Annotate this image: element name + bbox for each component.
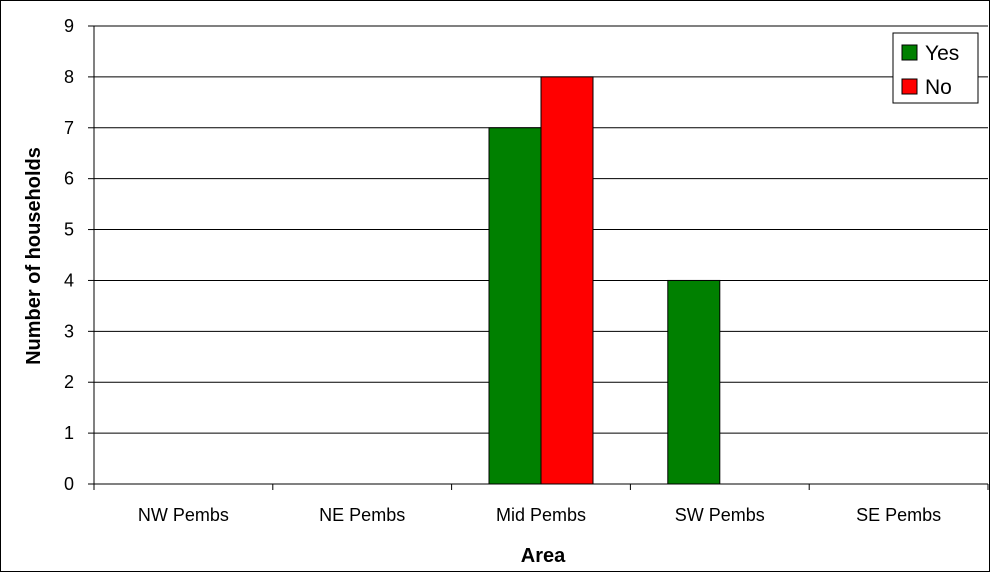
x-tick-labels: NW Pembs NE Pembs Mid Pembs SW Pembs SE Pemb… <box>138 505 941 525</box>
y-tick-label: 4 <box>64 270 74 290</box>
legend: Yes No <box>892 32 979 104</box>
bar-yes-2 <box>488 127 542 485</box>
y-tick-label: 5 <box>64 220 74 240</box>
x-axis-title: Area <box>521 545 566 567</box>
y-tick-label: 3 <box>64 321 74 341</box>
y-tick-label: 0 <box>64 474 74 494</box>
y-tick-label: 1 <box>64 423 74 443</box>
bar-no-2 <box>540 76 594 485</box>
y-tick-label: 2 <box>64 372 74 392</box>
x-tick-label: NE Pembs <box>319 505 405 525</box>
y-axis-title: Number of households <box>23 147 45 365</box>
legend-label-no: No <box>925 76 952 99</box>
bar-yes-3 <box>667 279 721 485</box>
legend-swatch-yes <box>901 44 918 61</box>
x-tick-label: SE Pembs <box>856 505 941 525</box>
y-tick-label: 8 <box>64 67 74 87</box>
x-tick-label: SW Pembs <box>675 505 765 525</box>
y-tick-labels: 0 1 2 3 4 5 6 7 8 9 <box>64 16 74 494</box>
legend-swatch-no <box>901 78 918 95</box>
y-tick-label: 9 <box>64 16 74 36</box>
bars <box>488 76 721 485</box>
axes <box>88 25 989 490</box>
legend-label-yes: Yes <box>925 42 959 65</box>
x-tick-label: Mid Pembs <box>496 505 586 525</box>
x-tick-label: NW Pembs <box>138 505 229 525</box>
y-tick-label: 6 <box>64 169 74 189</box>
y-tick-label: 7 <box>64 118 74 138</box>
